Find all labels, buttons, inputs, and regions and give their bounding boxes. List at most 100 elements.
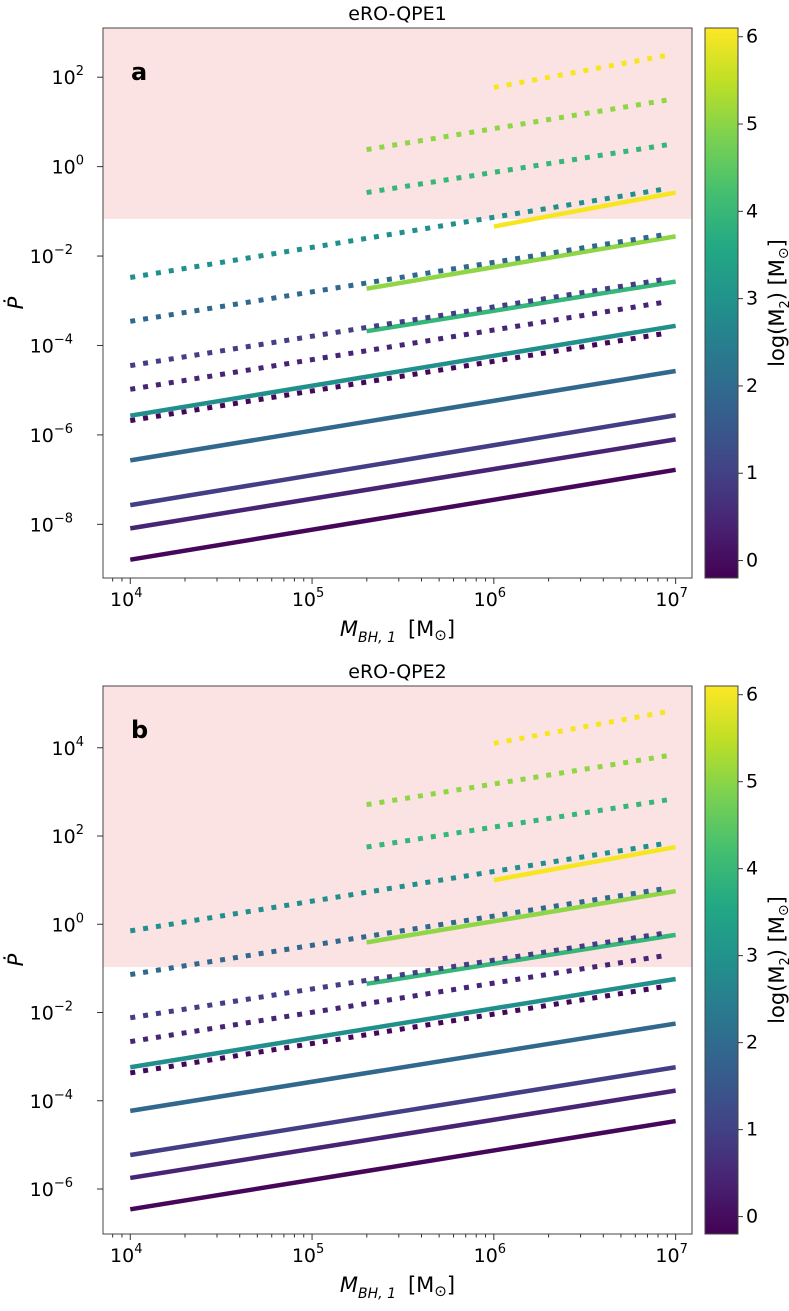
x-axis-label: MBH, 1 [M⊙] [340,1273,455,1302]
colorbar-tick-label: 0 [746,550,758,572]
sun-symbol: ⊙ [776,904,789,916]
x-tick-exponent: 4 [134,1242,142,1257]
y-tick-label: 104 [52,735,84,760]
x-tick-exponent: 6 [498,1242,506,1257]
series-line-solid-m2-0 [129,1118,676,1212]
series-line-solid-m2-4 [366,279,676,334]
series-line-solid-m2-0p5 [129,1088,676,1181]
y-tick-label: 10−6 [30,422,73,447]
x-tick-label: 104 [110,1242,142,1267]
series-line-solid-m2-3 [129,976,676,1070]
shaded-region [103,28,692,219]
x-axis-label-unit-close: ] [447,1273,455,1297]
y-tick-label: 10−2 [30,1000,73,1025]
colorbar-tick-label: 5 [746,771,758,793]
series-line-solid-m2-5 [366,888,677,945]
y-tick-label: 10−4 [30,332,73,357]
colorbar [704,27,739,579]
y-tick-label: 10−2 [30,243,73,268]
series-line-solid-m2-1 [129,1064,676,1158]
y-tick-exponent: 0 [76,911,84,926]
x-tick-exponent: 7 [680,1242,688,1257]
x-axis-label: MBH, 1 [M⊙] [340,617,455,646]
y-tick-exponent: −8 [54,511,73,526]
x-tick-exponent: 6 [498,586,506,601]
x-axis-label-unit: [M [408,617,434,641]
series-line-dotted-m2-0p5 [129,299,668,392]
series-line-solid-m2-2 [129,368,677,463]
series-line-dotted-m2-2 [129,231,668,324]
colorbar-tick-label: 5 [746,113,758,135]
x-tick-label: 106 [474,586,506,611]
colorbar-label: log(M2) [M⊙] [765,896,789,1024]
sun-symbol: ⊙ [776,247,789,259]
y-tick-exponent: −6 [54,1176,73,1191]
colorbar-label-unit: ) [M [765,259,789,300]
y-tick-label: 102 [52,64,84,89]
series-line-solid-m2-0 [129,467,677,562]
colorbar-tick-label: 2 [746,375,758,397]
y-tick-label: 100 [52,154,84,179]
colorbar-label-unit-close: ] [765,239,789,247]
x-tick-label: 104 [110,586,142,611]
x-tick-exponent: 7 [680,586,688,601]
series-line-dotted-m2-6 [493,52,668,90]
chart-title: eRO-QPE2 [348,661,446,683]
series-line-dotted-m2-6 [493,709,668,746]
y-tick-exponent: −4 [54,332,73,347]
y-tick-label: 10−8 [30,511,73,536]
y-axis-label: Ṗ [3,296,28,309]
colorbar-label-subscript: 2 [778,300,789,308]
colorbar-tick-label: 1 [746,462,758,484]
panel-letter: b [131,716,148,744]
colorbar-label-subscript: 2 [778,957,789,965]
y-tick-exponent: −2 [54,243,73,258]
x-axis-label-unit-close: ] [447,617,455,641]
panel-letter: a [131,58,147,86]
x-tick-exponent: 4 [134,586,142,601]
series-line-dotted-m2-0p5 [129,952,668,1045]
colorbar-tick-label: 4 [746,858,758,880]
colorbar-tick-label: 0 [746,1206,758,1228]
series-line-solid-m2-2 [129,1021,676,1114]
plot-frame [102,27,693,579]
y-tick-label: 10−4 [30,1088,73,1113]
colorbar-tick-label: 3 [746,945,758,967]
panel-b: eRO-QPE2 b 104 105 106 107 104 102 100 10−2 10−4 10… [3,661,789,1302]
series-line-solid-m2-3 [129,323,677,418]
y-tick-exponent: 2 [76,823,84,838]
colorbar-tick-label: 6 [746,684,758,706]
x-tick-label: 107 [655,1242,687,1267]
x-tick-label: 107 [655,586,687,611]
y-tick-label: 100 [52,911,84,936]
colorbar-label-unit-close: ] [765,896,789,904]
x-axis-label-subscript: BH, 1 [358,630,396,646]
series-line-solid-m2-6 [493,844,677,883]
plot-frame [102,685,693,1235]
y-tick-exponent: 2 [76,64,84,79]
series-line-solid-m2-5 [366,234,677,291]
colorbar-tick-label: 2 [746,1032,758,1054]
colorbar-tick-label: 4 [746,200,758,222]
y-axis-label: Ṗ [3,953,28,966]
colorbar [704,685,739,1235]
y-tick-exponent: 0 [76,154,84,169]
chart-title: eRO-QPE1 [348,3,446,25]
colorbar-tick-label: 6 [746,26,758,48]
y-tick-exponent: −4 [54,1088,73,1103]
series-line-solid-m2-1 [129,413,677,508]
x-axis-label-unit: [M [408,1273,434,1297]
x-tick-exponent: 5 [316,586,324,601]
x-tick-label: 105 [292,586,324,611]
colorbar-label-unit: ) [M [765,916,789,957]
x-axis-label-subscript: BH, 1 [358,1286,396,1302]
sun-symbol: ⊙ [434,1282,447,1300]
y-tick-exponent: −2 [54,1000,73,1015]
y-tick-label: 10−6 [30,1176,73,1201]
x-tick-label: 105 [292,1242,324,1267]
x-tick-exponent: 5 [316,1242,324,1257]
shaded-region [103,686,692,968]
y-tick-label: 102 [52,823,84,848]
x-tick-label: 106 [474,1242,506,1267]
